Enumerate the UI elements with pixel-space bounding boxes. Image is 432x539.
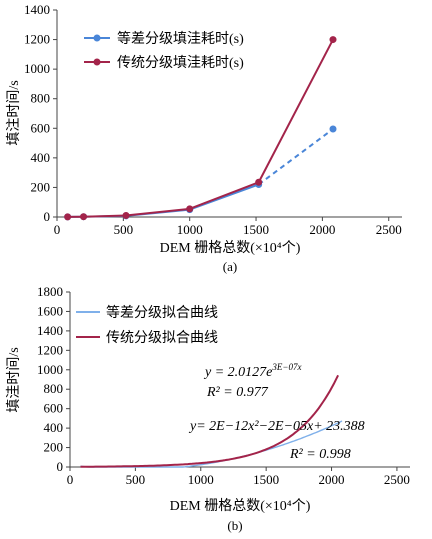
panel-b-x-label: DEM 栅格总数(×10⁴个) bbox=[170, 498, 311, 514]
y-tick-label: 200 bbox=[44, 440, 64, 455]
panel-b-series bbox=[80, 374, 343, 468]
panel-a-label: (a) bbox=[223, 259, 237, 274]
y-tick-label: 200 bbox=[31, 179, 51, 194]
panel-a-x-label: DEM 栅格总数(×10⁴个) bbox=[160, 240, 301, 256]
x-tick-label: 1500 bbox=[253, 472, 279, 487]
y-tick-label: 1000 bbox=[24, 61, 50, 76]
x-tick-label: 2500 bbox=[376, 222, 402, 237]
x-tick-label: 1500 bbox=[243, 222, 269, 237]
series-2-segment bbox=[125, 207, 190, 217]
panel-b-x-ticks: 0 500 1000 1500 2000 2500 bbox=[67, 467, 410, 487]
y-tick-label: 0 bbox=[57, 459, 64, 474]
panel-b-legend: 等差分级拟合曲线 传统分级拟合曲线 bbox=[76, 304, 218, 346]
panel-b-label: (b) bbox=[227, 518, 242, 533]
exp-equation-exponent: 3E−07x bbox=[271, 362, 301, 372]
x-tick-label: 1000 bbox=[177, 222, 203, 237]
poly-equation: y= 2E−12x²−2E−05x+ 23.388 bbox=[188, 419, 365, 434]
y-tick-label: 1000 bbox=[37, 362, 63, 377]
legend-marker-series-1 bbox=[93, 34, 101, 42]
y-tick-label: 1400 bbox=[24, 2, 50, 17]
panel-a-y-ticks: 0 200 400 600 800 1000 1200 1400 bbox=[24, 2, 57, 224]
panel-b-annotations: y = 2.0127e3E−07x R² = 0.977 y= 2E−12x²−… bbox=[188, 362, 365, 462]
series-2-point bbox=[80, 213, 88, 221]
series-1-segment bbox=[258, 128, 334, 186]
exp-r-squared: R² = 0.977 bbox=[206, 385, 269, 400]
x-tick-label: 1000 bbox=[188, 472, 214, 487]
y-tick-label: 1400 bbox=[37, 323, 63, 338]
exp-equation: y = 2.0127e3E−07x bbox=[203, 362, 301, 380]
legend-label-fit-1: 等差分级拟合曲线 bbox=[106, 304, 218, 321]
poly-r-squared: R² = 0.998 bbox=[289, 447, 351, 462]
legend-label-series-1: 等差分级填洼耗时(s) bbox=[117, 30, 244, 47]
panel-b: 0 200 400 600 800 1000 1200 1400 1600 1800 0 500 10… bbox=[6, 284, 410, 533]
y-tick-label: 1600 bbox=[37, 303, 63, 318]
series-2-segment bbox=[83, 214, 127, 218]
panel-a-series bbox=[64, 36, 337, 221]
y-tick-label: 800 bbox=[31, 91, 51, 106]
legend-label-series-2: 传统分级填洼耗时(s) bbox=[117, 55, 244, 71]
series-2-point bbox=[329, 36, 337, 44]
exp-equation-base: y = 2.0127e bbox=[203, 365, 272, 380]
panel-a-x-ticks: 0 500 1000 1500 2000 2500 bbox=[54, 217, 402, 237]
y-tick-label: 400 bbox=[44, 420, 64, 435]
panel-a: 0 200 400 600 800 1000 1200 1400 0 500 1000 1500 20… bbox=[6, 2, 402, 274]
panel-b-y-ticks: 0 200 400 600 800 1000 1200 1400 1600 1800 bbox=[37, 284, 70, 474]
x-tick-label: 0 bbox=[54, 222, 61, 237]
legend-label-fit-2: 传统分级拟合曲线 bbox=[106, 330, 218, 346]
y-tick-label: 800 bbox=[44, 381, 64, 396]
legend-marker-series-2 bbox=[93, 58, 101, 66]
y-tick-label: 1800 bbox=[37, 284, 63, 299]
series-2-point bbox=[186, 205, 194, 213]
series-2-point bbox=[122, 212, 130, 220]
series-2-point bbox=[255, 178, 263, 186]
y-tick-label: 1200 bbox=[37, 342, 63, 357]
series-2-segment bbox=[257, 39, 334, 183]
y-tick-label: 0 bbox=[44, 209, 51, 224]
x-tick-label: 500 bbox=[114, 222, 134, 237]
panel-b-y-label: 填洼时间/s bbox=[6, 347, 22, 412]
fit-curve-2 bbox=[80, 374, 339, 468]
x-tick-label: 2500 bbox=[384, 472, 410, 487]
x-tick-label: 500 bbox=[126, 472, 146, 487]
series-2-point bbox=[64, 213, 72, 221]
panel-a-legend: 等差分级填洼耗时(s) 传统分级填洼耗时(s) bbox=[84, 30, 244, 71]
y-tick-label: 400 bbox=[31, 150, 51, 165]
y-tick-label: 600 bbox=[31, 120, 51, 135]
series-1-point bbox=[329, 125, 337, 133]
series-2-segment bbox=[189, 181, 260, 210]
y-tick-label: 600 bbox=[44, 401, 64, 416]
x-tick-label: 0 bbox=[67, 472, 74, 487]
y-tick-label: 1200 bbox=[24, 32, 50, 47]
x-tick-label: 2000 bbox=[319, 472, 345, 487]
x-tick-label: 2000 bbox=[309, 222, 335, 237]
panel-a-y-label: 填注时间/s bbox=[6, 80, 22, 145]
